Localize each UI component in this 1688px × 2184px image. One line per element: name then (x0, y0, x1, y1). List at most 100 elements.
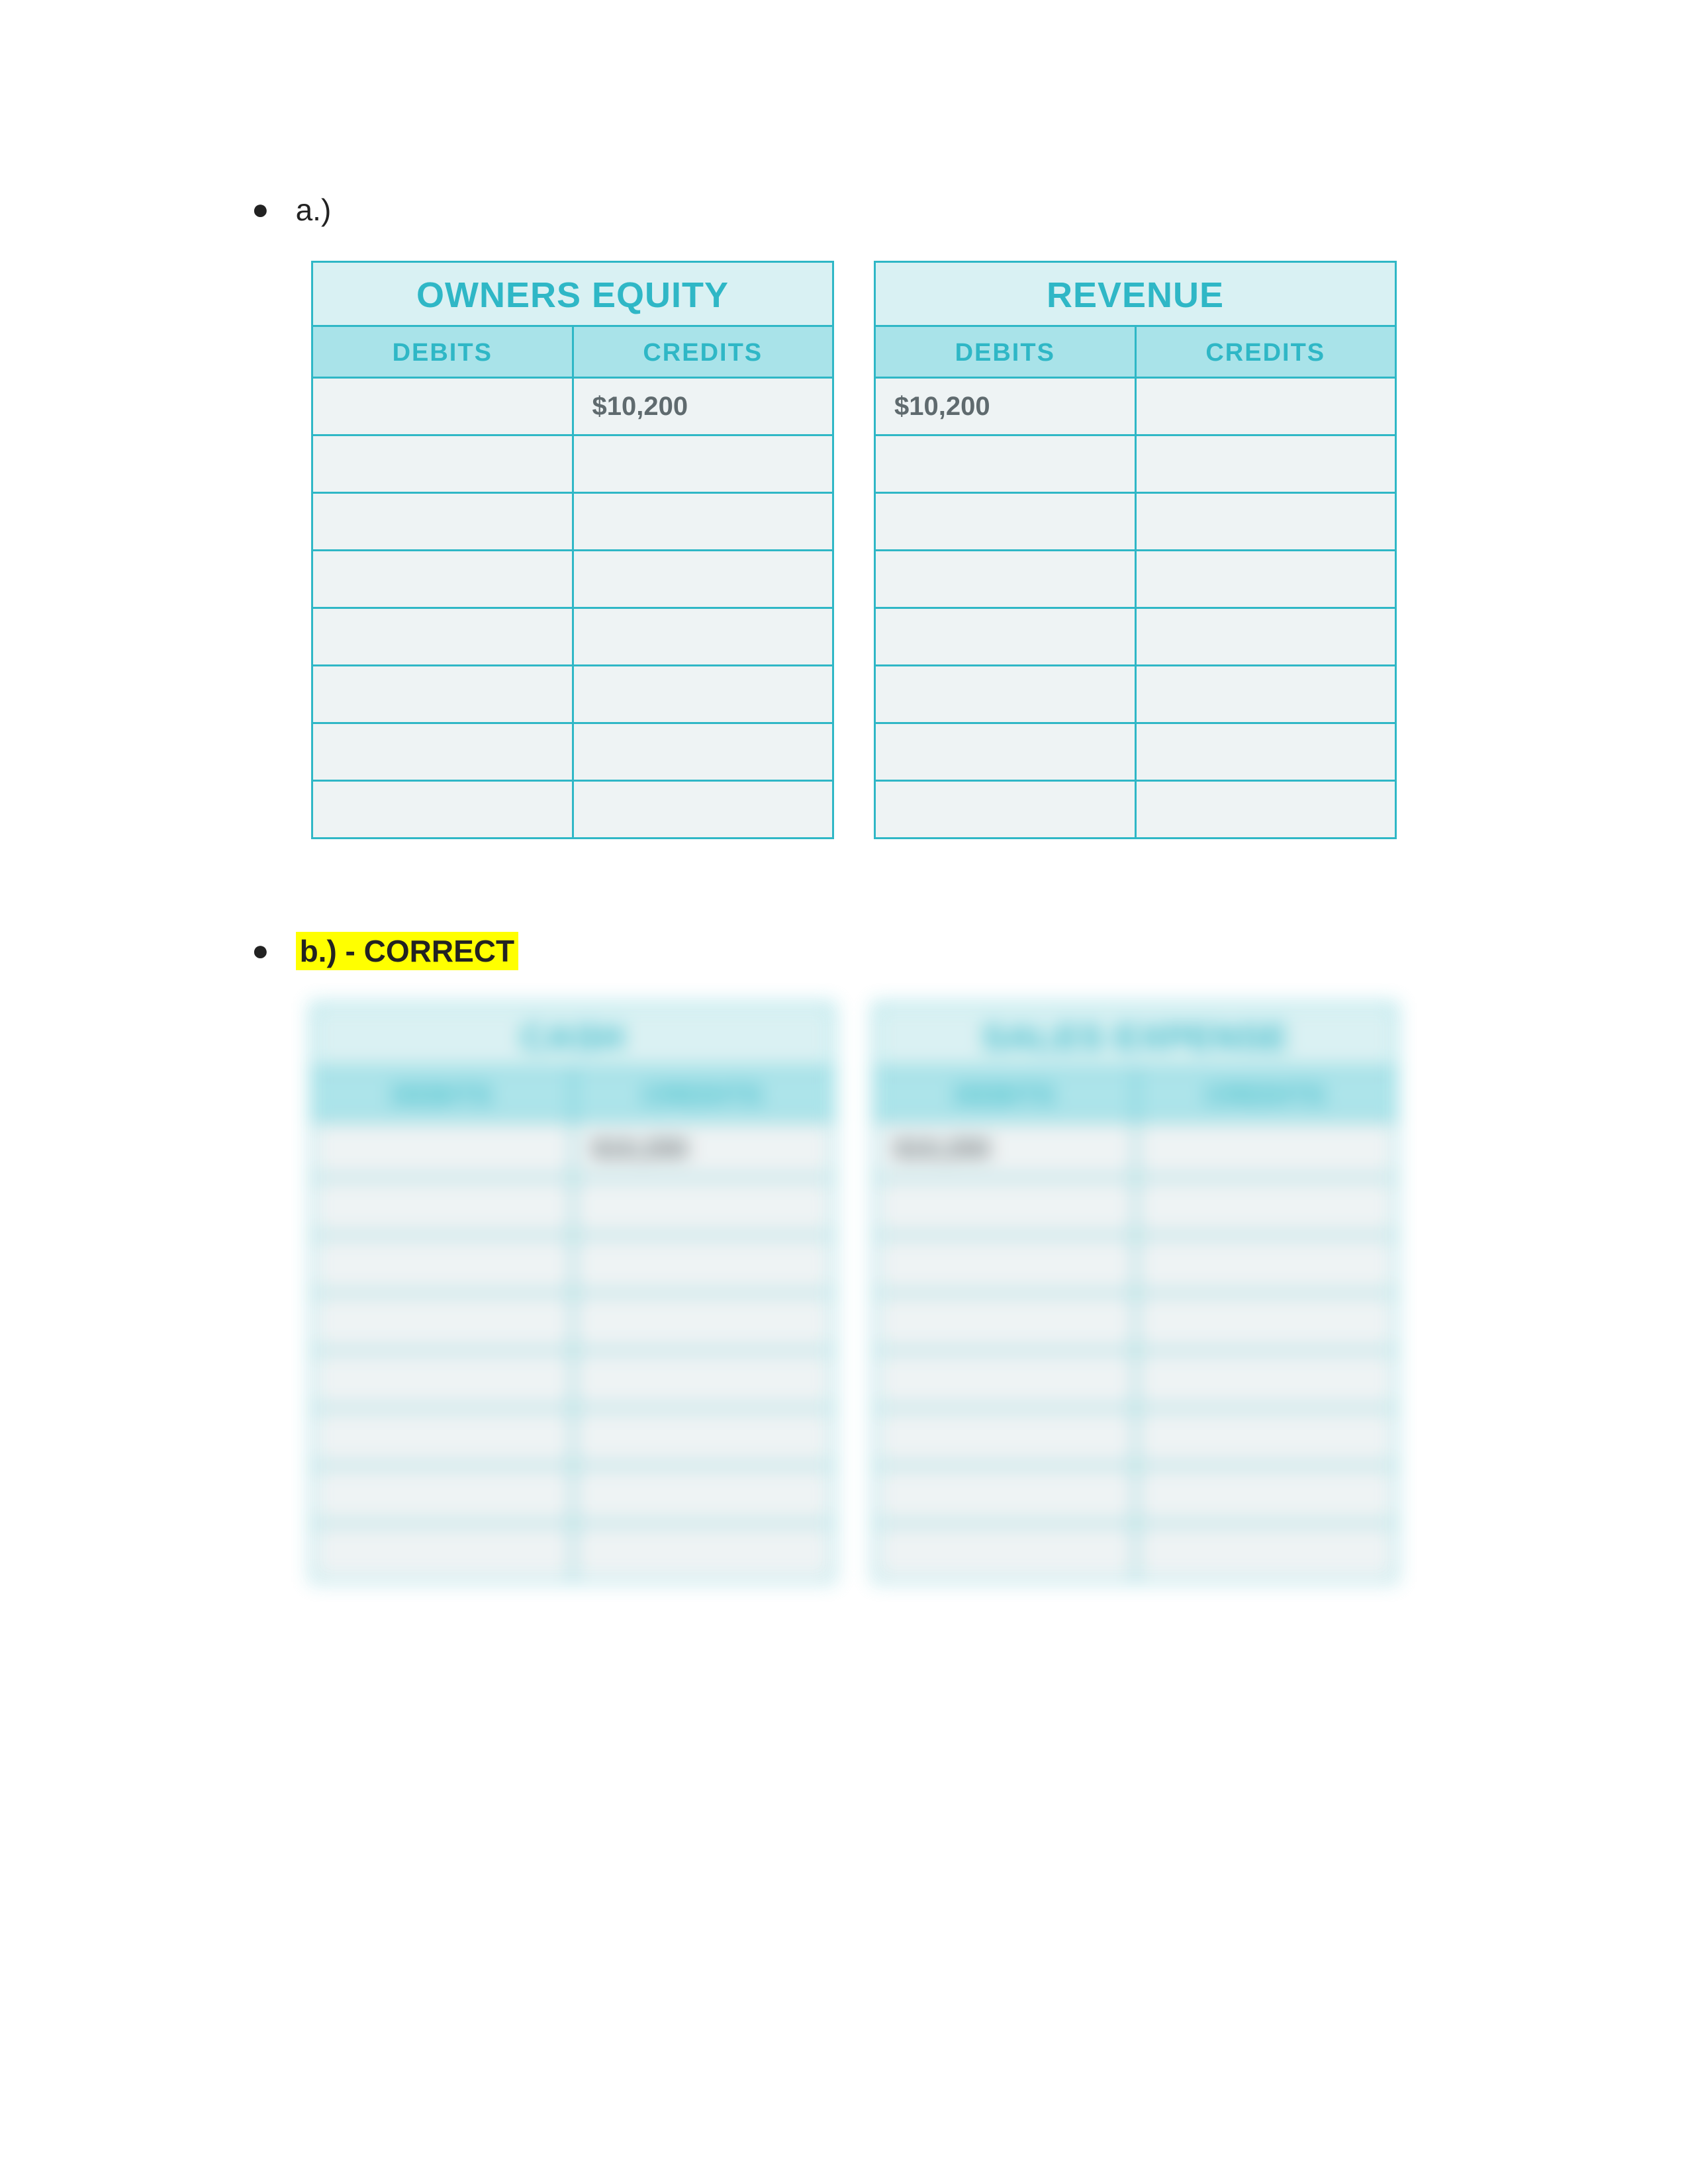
bullet-icon: ● (252, 934, 269, 968)
table-row (875, 1236, 1396, 1293)
table-cell (875, 1178, 1136, 1236)
table-cell (1135, 1178, 1396, 1236)
table-cell: $10,200 (875, 378, 1136, 435)
table-cell (1135, 1408, 1396, 1466)
table-row (312, 781, 833, 839)
column-header: DEBITS (875, 1069, 1136, 1120)
table-title: CASH (312, 1005, 833, 1069)
table-cell (312, 608, 573, 666)
table-cell (573, 608, 833, 666)
table-cell (875, 551, 1136, 608)
table-cell (875, 608, 1136, 666)
table-cell (1135, 1466, 1396, 1524)
column-header: CREDITS (573, 1069, 833, 1120)
table-cell (573, 1408, 833, 1466)
table-cell (1135, 1293, 1396, 1351)
table-row (312, 608, 833, 666)
table-cell (573, 723, 833, 781)
table-cell (1135, 1524, 1396, 1581)
table-cell (1135, 435, 1396, 493)
table-cell (312, 493, 573, 551)
table-cell (312, 1466, 573, 1524)
table-cell: $10,200 (573, 1120, 833, 1178)
table-cell (312, 435, 573, 493)
table-row: $10,200 (875, 1120, 1396, 1178)
table-cell (875, 1524, 1136, 1581)
table-cell (1135, 1351, 1396, 1408)
table-row (875, 608, 1396, 666)
table-row (875, 666, 1396, 723)
account-table: OWNERS EQUITYDEBITSCREDITS$10,200 (311, 261, 834, 839)
table-cell (1135, 493, 1396, 551)
table-row (875, 723, 1396, 781)
table-cell (312, 378, 573, 435)
table-cell (573, 1524, 833, 1581)
table-cell (312, 551, 573, 608)
table-row (312, 1236, 833, 1293)
table-row (312, 1524, 833, 1581)
table-title: SALES EXPENSE (875, 1005, 1396, 1069)
table-cell (573, 493, 833, 551)
section-b-tables: CASHDEBITSCREDITS$10,200SALES EXPENSEDEB… (311, 1003, 1688, 1582)
table-row (312, 666, 833, 723)
column-header: CREDITS (1135, 1069, 1396, 1120)
table-cell (573, 666, 833, 723)
table-cell (1135, 378, 1396, 435)
section-b-label: b.) - CORRECT (296, 932, 519, 970)
table-row (312, 551, 833, 608)
table-cell (573, 1466, 833, 1524)
table-title: OWNERS EQUITY (312, 262, 833, 326)
table-cell (875, 493, 1136, 551)
table-cell (573, 1293, 833, 1351)
table-cell (312, 1408, 573, 1466)
table-row (875, 435, 1396, 493)
table-cell (573, 551, 833, 608)
section-a-tables: OWNERS EQUITYDEBITSCREDITS$10,200REVENUE… (311, 261, 1688, 839)
column-header: DEBITS (312, 1069, 573, 1120)
table-cell (573, 1351, 833, 1408)
table-cell: $10,200 (573, 378, 833, 435)
table-row (312, 1466, 833, 1524)
table-row (312, 1351, 833, 1408)
table-cell (312, 723, 573, 781)
column-header: DEBITS (312, 326, 573, 378)
table-row (875, 1351, 1396, 1408)
table-row (875, 781, 1396, 839)
section-a-label: a.) (296, 192, 332, 228)
table-cell (875, 435, 1136, 493)
table-cell (875, 781, 1136, 839)
section-b-bullet-row: ● b.) - CORRECT (252, 932, 1688, 970)
table-cell (1135, 1236, 1396, 1293)
table-cell (1135, 666, 1396, 723)
table-row (312, 435, 833, 493)
table-cell (875, 1466, 1136, 1524)
table-row (312, 723, 833, 781)
table-row (875, 1178, 1396, 1236)
account-table: CASHDEBITSCREDITS$10,200 (311, 1003, 834, 1582)
account-table: SALES EXPENSEDEBITSCREDITS$10,200 (874, 1003, 1397, 1582)
document-page: ● a.) OWNERS EQUITYDEBITSCREDITS$10,200R… (0, 0, 1688, 2184)
table-cell (875, 666, 1136, 723)
table-cell (875, 1236, 1136, 1293)
column-header: DEBITS (875, 326, 1136, 378)
table-cell (1135, 1120, 1396, 1178)
table-cell (875, 1293, 1136, 1351)
bullet-icon: ● (252, 193, 269, 226)
table-cell (573, 435, 833, 493)
table-cell (875, 1351, 1136, 1408)
table-row: $10,200 (312, 378, 833, 435)
column-header: CREDITS (1135, 326, 1396, 378)
table-cell: $10,200 (875, 1120, 1136, 1178)
table-cell (875, 723, 1136, 781)
table-row: $10,200 (875, 378, 1396, 435)
table-row (875, 1293, 1396, 1351)
table-cell (573, 781, 833, 839)
table-cell (1135, 723, 1396, 781)
table-cell (312, 1293, 573, 1351)
column-header: CREDITS (573, 326, 833, 378)
account-table: REVENUEDEBITSCREDITS$10,200 (874, 261, 1397, 839)
table-row (875, 1466, 1396, 1524)
table-cell (573, 1178, 833, 1236)
table-cell (312, 666, 573, 723)
table-row (875, 1408, 1396, 1466)
